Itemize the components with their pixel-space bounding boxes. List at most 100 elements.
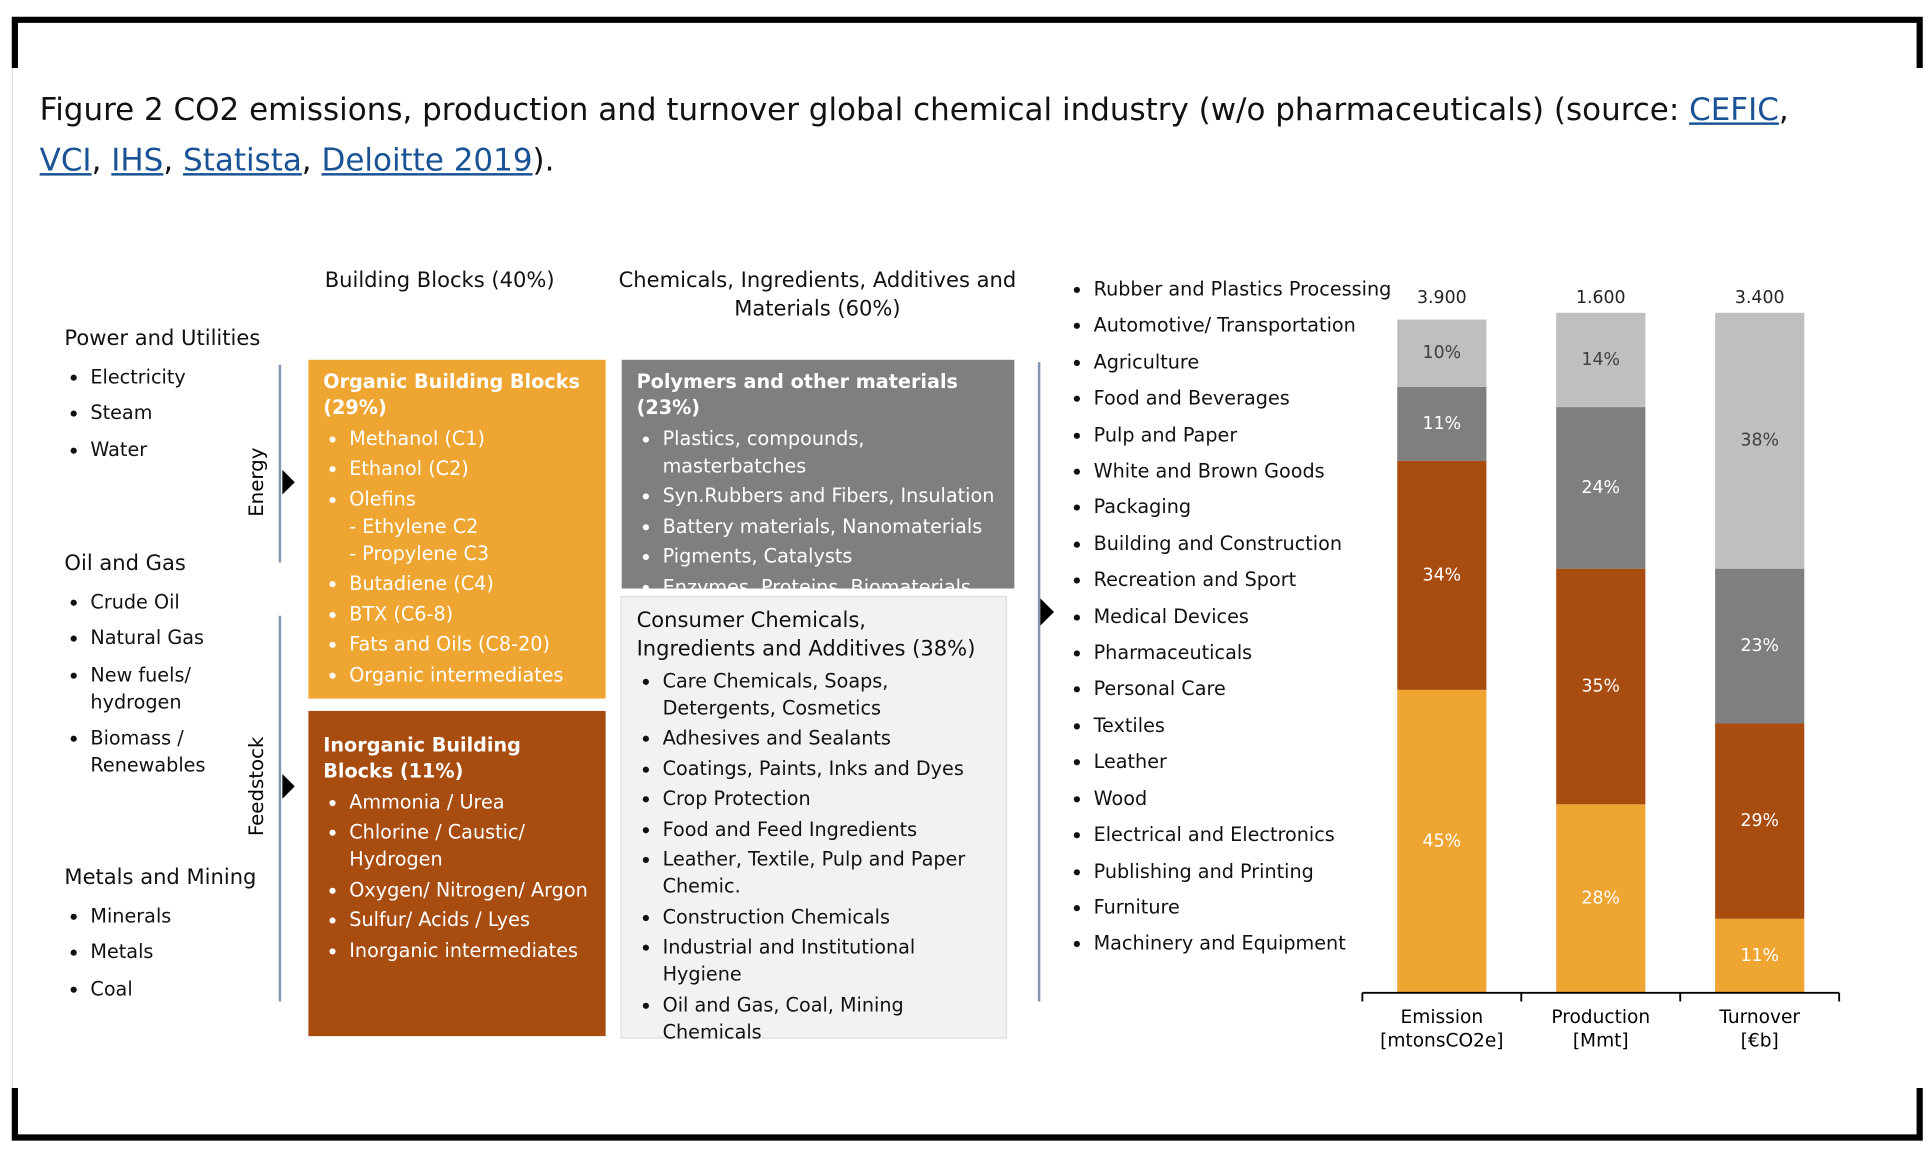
- flow-label: Energy: [245, 447, 268, 516]
- item-text: Fats and Oils (C8-20): [349, 633, 550, 656]
- item: Pigments, Catalysts: [663, 543, 1000, 570]
- application: Leather: [1094, 745, 1390, 781]
- application: Personal Care: [1094, 672, 1390, 708]
- item-text: Olefins: [349, 487, 416, 511]
- feedstock-arrow: [282, 773, 295, 799]
- source-link[interactable]: CEFIC: [1689, 91, 1779, 128]
- box-title: Consumer Chemicals, Ingredients and Addi…: [636, 608, 976, 662]
- category-box: Organic Building Blocks (29%) Methanol (C…: [308, 359, 606, 699]
- separator: ,: [1778, 91, 1789, 128]
- bar-segment: [1715, 312, 1805, 569]
- unit-label: [Mmt]: [1573, 1031, 1629, 1052]
- category-box: Consumer Chemicals, Ingredients and Addi…: [620, 595, 1007, 1043]
- value-label: 14%: [1582, 350, 1621, 370]
- value-label: 23%: [1740, 636, 1779, 656]
- separator: ,: [301, 142, 312, 179]
- source-link[interactable]: Statista: [183, 142, 302, 179]
- item: Methanol (C1): [349, 425, 591, 452]
- application: Agriculture: [1094, 345, 1390, 381]
- frame-bottom: [11, 1088, 1923, 1141]
- value-label: 11%: [1423, 414, 1462, 434]
- box-title: Polymers and other materials (23%): [636, 370, 958, 420]
- item-text: Chlorine / Caustic/ Hydrogen: [349, 820, 526, 871]
- value-label: 28%: [1582, 889, 1621, 909]
- item-text: Ethanol (C2): [349, 457, 469, 480]
- item: Electricity: [90, 363, 272, 390]
- item-text: Construction Chemicals: [662, 905, 890, 928]
- unit-label: [€b]: [1741, 1031, 1779, 1052]
- application: Food and Beverages: [1094, 381, 1390, 417]
- item: Plastics, compounds, masterbatches: [663, 425, 1000, 479]
- item: Crude Oil: [90, 588, 272, 615]
- category-label: Emission: [1401, 1007, 1484, 1028]
- bar-segment: [1397, 319, 1487, 387]
- item-list: Rubber and Plastics ProcessingAutomotive…: [1068, 272, 1392, 963]
- unit-label: [mtonsCO2e]: [1380, 1031, 1503, 1052]
- bar-segment: [1715, 723, 1805, 919]
- item: Natural Gas: [90, 624, 272, 651]
- title-closing: ).: [532, 142, 555, 179]
- box-title: Inorganic Building Blocks (11%): [323, 734, 521, 783]
- value-label: 45%: [1423, 831, 1462, 851]
- item-text: Food and Feed Ingredients: [662, 817, 918, 841]
- bar-segment: [1397, 689, 1487, 993]
- bar-segment: [1556, 568, 1646, 805]
- item-text: Battery materials, Nanomaterials: [662, 514, 983, 538]
- input-group: Metals and Mining Minerals Metals Coal: [64, 863, 272, 1002]
- separator: ,: [163, 142, 174, 179]
- item: Chlorine / Caustic/ Hydrogen: [349, 818, 591, 872]
- application: Publishing and Printing: [1094, 854, 1390, 890]
- application: Building and Construction: [1094, 527, 1390, 563]
- item-text: BTX (C6-8): [349, 602, 454, 626]
- source-link[interactable]: IHS: [111, 142, 164, 179]
- bar-segment: [1556, 312, 1646, 408]
- item-text: Industrial and Institutional Hygiene: [662, 935, 916, 986]
- bar-segment: [1715, 568, 1805, 724]
- value-label: 29%: [1740, 811, 1779, 831]
- item-text: Leather, Textile, Pulp and Paper Chemic.: [662, 848, 966, 898]
- item-text: Methanol (C1): [349, 427, 486, 450]
- item-text: Adhesives and Sealants: [662, 727, 891, 750]
- item-text: Butadiene (C4): [349, 572, 494, 595]
- item: BTX (C6-8): [349, 600, 591, 627]
- box-title: Organic Building Blocks (29%): [323, 370, 580, 420]
- item-list: Plastics, compounds, masterbatches Syn.Ru…: [637, 425, 1000, 601]
- item: Care Chemicals, Soaps, Detergents, Cosme…: [663, 667, 991, 721]
- application: White and Brown Goods: [1094, 454, 1390, 490]
- item: Water: [90, 436, 272, 463]
- application: Pulp and Paper: [1094, 417, 1390, 453]
- energy-arrow: [282, 469, 295, 495]
- header: Chemicals, Ingredients, Additives and Ma…: [618, 268, 1017, 322]
- item-list: Care Chemicals, Soaps, Detergents, Cosme…: [637, 667, 991, 1045]
- source-link[interactable]: VCI: [39, 142, 92, 179]
- item-text: Oil and Gas, Coal, Mining Chemicals: [662, 993, 904, 1043]
- item: Coal: [90, 975, 272, 1002]
- sub-item: - Propylene C3: [349, 542, 490, 565]
- item: Fats and Oils (C8-20): [349, 631, 591, 658]
- item: Enzymes, Proteins, Biomaterials: [663, 573, 1000, 600]
- category-label: Turnover: [1718, 1007, 1800, 1028]
- item-list: Minerals Metals Coal: [64, 902, 272, 1002]
- application: Machinery and Equipment: [1094, 926, 1390, 962]
- item: Ethanol (C2): [349, 455, 591, 482]
- item-list: Electricity Steam Water: [64, 363, 272, 463]
- item: Oxygen/ Nitrogen/ Argon: [349, 876, 591, 903]
- item-list: Methanol (C1) Ethanol (C2) Olefins - Ethyle…: [323, 425, 591, 688]
- item-list: Ammonia / Urea Chlorine / Caustic/ Hydrog…: [323, 788, 591, 964]
- item: Butadiene (C4): [349, 570, 591, 597]
- application: Automotive/ Transportation: [1094, 308, 1390, 344]
- item: Syn.Rubbers and Fibers, Insulation: [663, 482, 1000, 509]
- value-label: 24%: [1582, 478, 1621, 498]
- bar-segment: [1556, 804, 1646, 993]
- input-group: Power and Utilities Electricity Steam Water: [64, 324, 272, 463]
- item: Battery materials, Nanomaterials: [663, 512, 1000, 539]
- input-group: Oil and Gas Crude Oil Natural Gas New fuels…: [64, 549, 272, 779]
- application: Rubber and Plastics Processing: [1094, 272, 1392, 308]
- item-text: Inorganic intermediates: [349, 939, 579, 962]
- item: Organic intermediates: [349, 661, 591, 688]
- item: Biomass / Renewables: [90, 725, 272, 779]
- item: Minerals: [90, 902, 272, 929]
- source-link[interactable]: Deloitte 2019: [321, 142, 533, 179]
